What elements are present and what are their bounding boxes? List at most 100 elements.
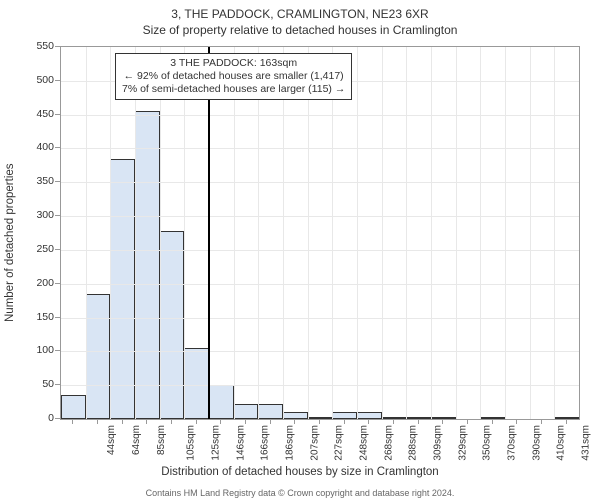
marker-line xyxy=(208,47,210,419)
y-tick-label: 50 xyxy=(18,378,54,390)
hgrid-line xyxy=(61,115,579,116)
x-tick-label: 410sqm xyxy=(556,425,567,461)
x-tick-label: 309sqm xyxy=(433,425,444,461)
vgrid-line xyxy=(480,47,481,419)
y-tick-label: 300 xyxy=(18,209,54,221)
x-tick-label: 166sqm xyxy=(260,425,271,461)
x-tick-label: 370sqm xyxy=(507,425,518,461)
x-tick-mark xyxy=(516,419,517,424)
x-tick-mark xyxy=(72,419,73,424)
x-tick-mark xyxy=(196,419,197,424)
y-tick-mark xyxy=(55,418,60,419)
x-tick-mark xyxy=(171,419,172,424)
y-tick-mark xyxy=(55,350,60,351)
x-tick-mark xyxy=(220,419,221,424)
histogram-bar xyxy=(406,417,431,419)
y-tick-label: 250 xyxy=(18,243,54,255)
figure: 3, THE PADDOCK, CRAMLINGTON, NE23 6XR Si… xyxy=(0,0,600,38)
x-tick-label: 105sqm xyxy=(186,425,197,461)
histogram-bar xyxy=(135,111,160,419)
vgrid-line xyxy=(160,47,161,419)
x-tick-label: 268sqm xyxy=(383,425,394,461)
x-tick-label: 390sqm xyxy=(531,425,542,461)
y-tick-mark xyxy=(55,46,60,47)
vgrid-line xyxy=(406,47,407,419)
hgrid-line xyxy=(61,351,579,352)
vgrid-line xyxy=(184,47,185,419)
x-tick-mark xyxy=(467,419,468,424)
chart-subtitle: Size of property relative to detached ho… xyxy=(0,22,600,38)
y-tick-label: 100 xyxy=(18,344,54,356)
vgrid-line xyxy=(234,47,235,419)
vgrid-line xyxy=(283,47,284,419)
y-tick-label: 550 xyxy=(18,40,54,52)
histogram-bar xyxy=(258,404,283,419)
attribution-line-1: Contains HM Land Registry data © Crown c… xyxy=(0,488,600,500)
vgrid-line xyxy=(258,47,259,419)
histogram-bar xyxy=(332,412,357,419)
vgrid-line xyxy=(456,47,457,419)
vgrid-line xyxy=(382,47,383,419)
x-tick-mark xyxy=(146,419,147,424)
hgrid-line xyxy=(61,182,579,183)
title-block: 3, THE PADDOCK, CRAMLINGTON, NE23 6XR Si… xyxy=(0,0,600,38)
x-tick-mark xyxy=(245,419,246,424)
annotation-line: ← 92% of detached houses are smaller (1,… xyxy=(122,70,345,83)
histogram-bar xyxy=(554,417,579,419)
vgrid-line xyxy=(530,47,531,419)
histogram-bar xyxy=(110,159,135,419)
x-tick-mark xyxy=(294,419,295,424)
hgrid-line xyxy=(61,216,579,217)
histogram-bar xyxy=(86,294,111,419)
vgrid-line xyxy=(110,47,111,419)
x-tick-label: 288sqm xyxy=(408,425,419,461)
y-tick-mark xyxy=(55,384,60,385)
y-tick-mark xyxy=(55,114,60,115)
histogram-bar xyxy=(234,404,259,419)
attribution: Contains HM Land Registry data © Crown c… xyxy=(0,488,600,500)
x-tick-label: 146sqm xyxy=(235,425,246,461)
x-tick-mark xyxy=(122,419,123,424)
y-tick-label: 200 xyxy=(18,277,54,289)
x-tick-label: 350sqm xyxy=(482,425,493,461)
histogram-bar xyxy=(480,417,505,419)
histogram-bar xyxy=(184,348,209,419)
histogram-bar xyxy=(357,412,382,419)
x-tick-mark xyxy=(270,419,271,424)
hgrid-line xyxy=(61,250,579,251)
y-tick-mark xyxy=(55,215,60,216)
x-tick-mark xyxy=(566,419,567,424)
x-tick-label: 186sqm xyxy=(285,425,296,461)
y-tick-label: 500 xyxy=(18,74,54,86)
x-tick-label: 85sqm xyxy=(156,425,167,455)
vgrid-line xyxy=(431,47,432,419)
vgrid-line xyxy=(505,47,506,419)
y-tick-label: 350 xyxy=(18,175,54,187)
y-axis-label: Number of detached properties xyxy=(4,163,16,322)
x-tick-mark xyxy=(368,419,369,424)
x-tick-mark xyxy=(492,419,493,424)
vgrid-line xyxy=(308,47,309,419)
x-tick-label: 64sqm xyxy=(131,425,142,455)
histogram-bar xyxy=(61,395,86,419)
x-tick-mark xyxy=(541,419,542,424)
y-tick-mark xyxy=(55,249,60,250)
x-tick-label: 44sqm xyxy=(106,425,117,455)
x-tick-label: 227sqm xyxy=(334,425,345,461)
x-tick-mark xyxy=(344,419,345,424)
vgrid-line xyxy=(86,47,87,419)
x-tick-label: 125sqm xyxy=(211,425,222,461)
address-title: 3, THE PADDOCK, CRAMLINGTON, NE23 6XR xyxy=(0,6,600,22)
vgrid-line xyxy=(332,47,333,419)
annotation-line: 7% of semi-detached houses are larger (1… xyxy=(122,83,345,96)
x-tick-label: 431sqm xyxy=(581,425,592,461)
y-tick-mark xyxy=(55,80,60,81)
x-tick-mark xyxy=(393,419,394,424)
y-tick-label: 0 xyxy=(18,412,54,424)
y-tick-label: 400 xyxy=(18,141,54,153)
vgrid-line xyxy=(357,47,358,419)
hgrid-line xyxy=(61,385,579,386)
annotation-box: 3 THE PADDOCK: 163sqm← 92% of detached h… xyxy=(115,53,352,100)
bars-layer xyxy=(61,47,579,419)
hgrid-line xyxy=(61,148,579,149)
